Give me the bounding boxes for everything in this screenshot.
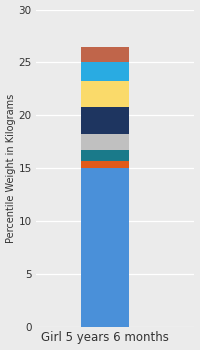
Y-axis label: Percentile Weight in Kilograms: Percentile Weight in Kilograms	[6, 93, 16, 243]
Bar	[81, 62, 129, 81]
Bar	[81, 107, 129, 134]
Bar	[81, 168, 129, 327]
Bar	[81, 149, 129, 161]
Bar	[81, 81, 129, 107]
Bar	[81, 161, 129, 168]
Bar	[81, 134, 129, 149]
Bar	[81, 47, 129, 62]
